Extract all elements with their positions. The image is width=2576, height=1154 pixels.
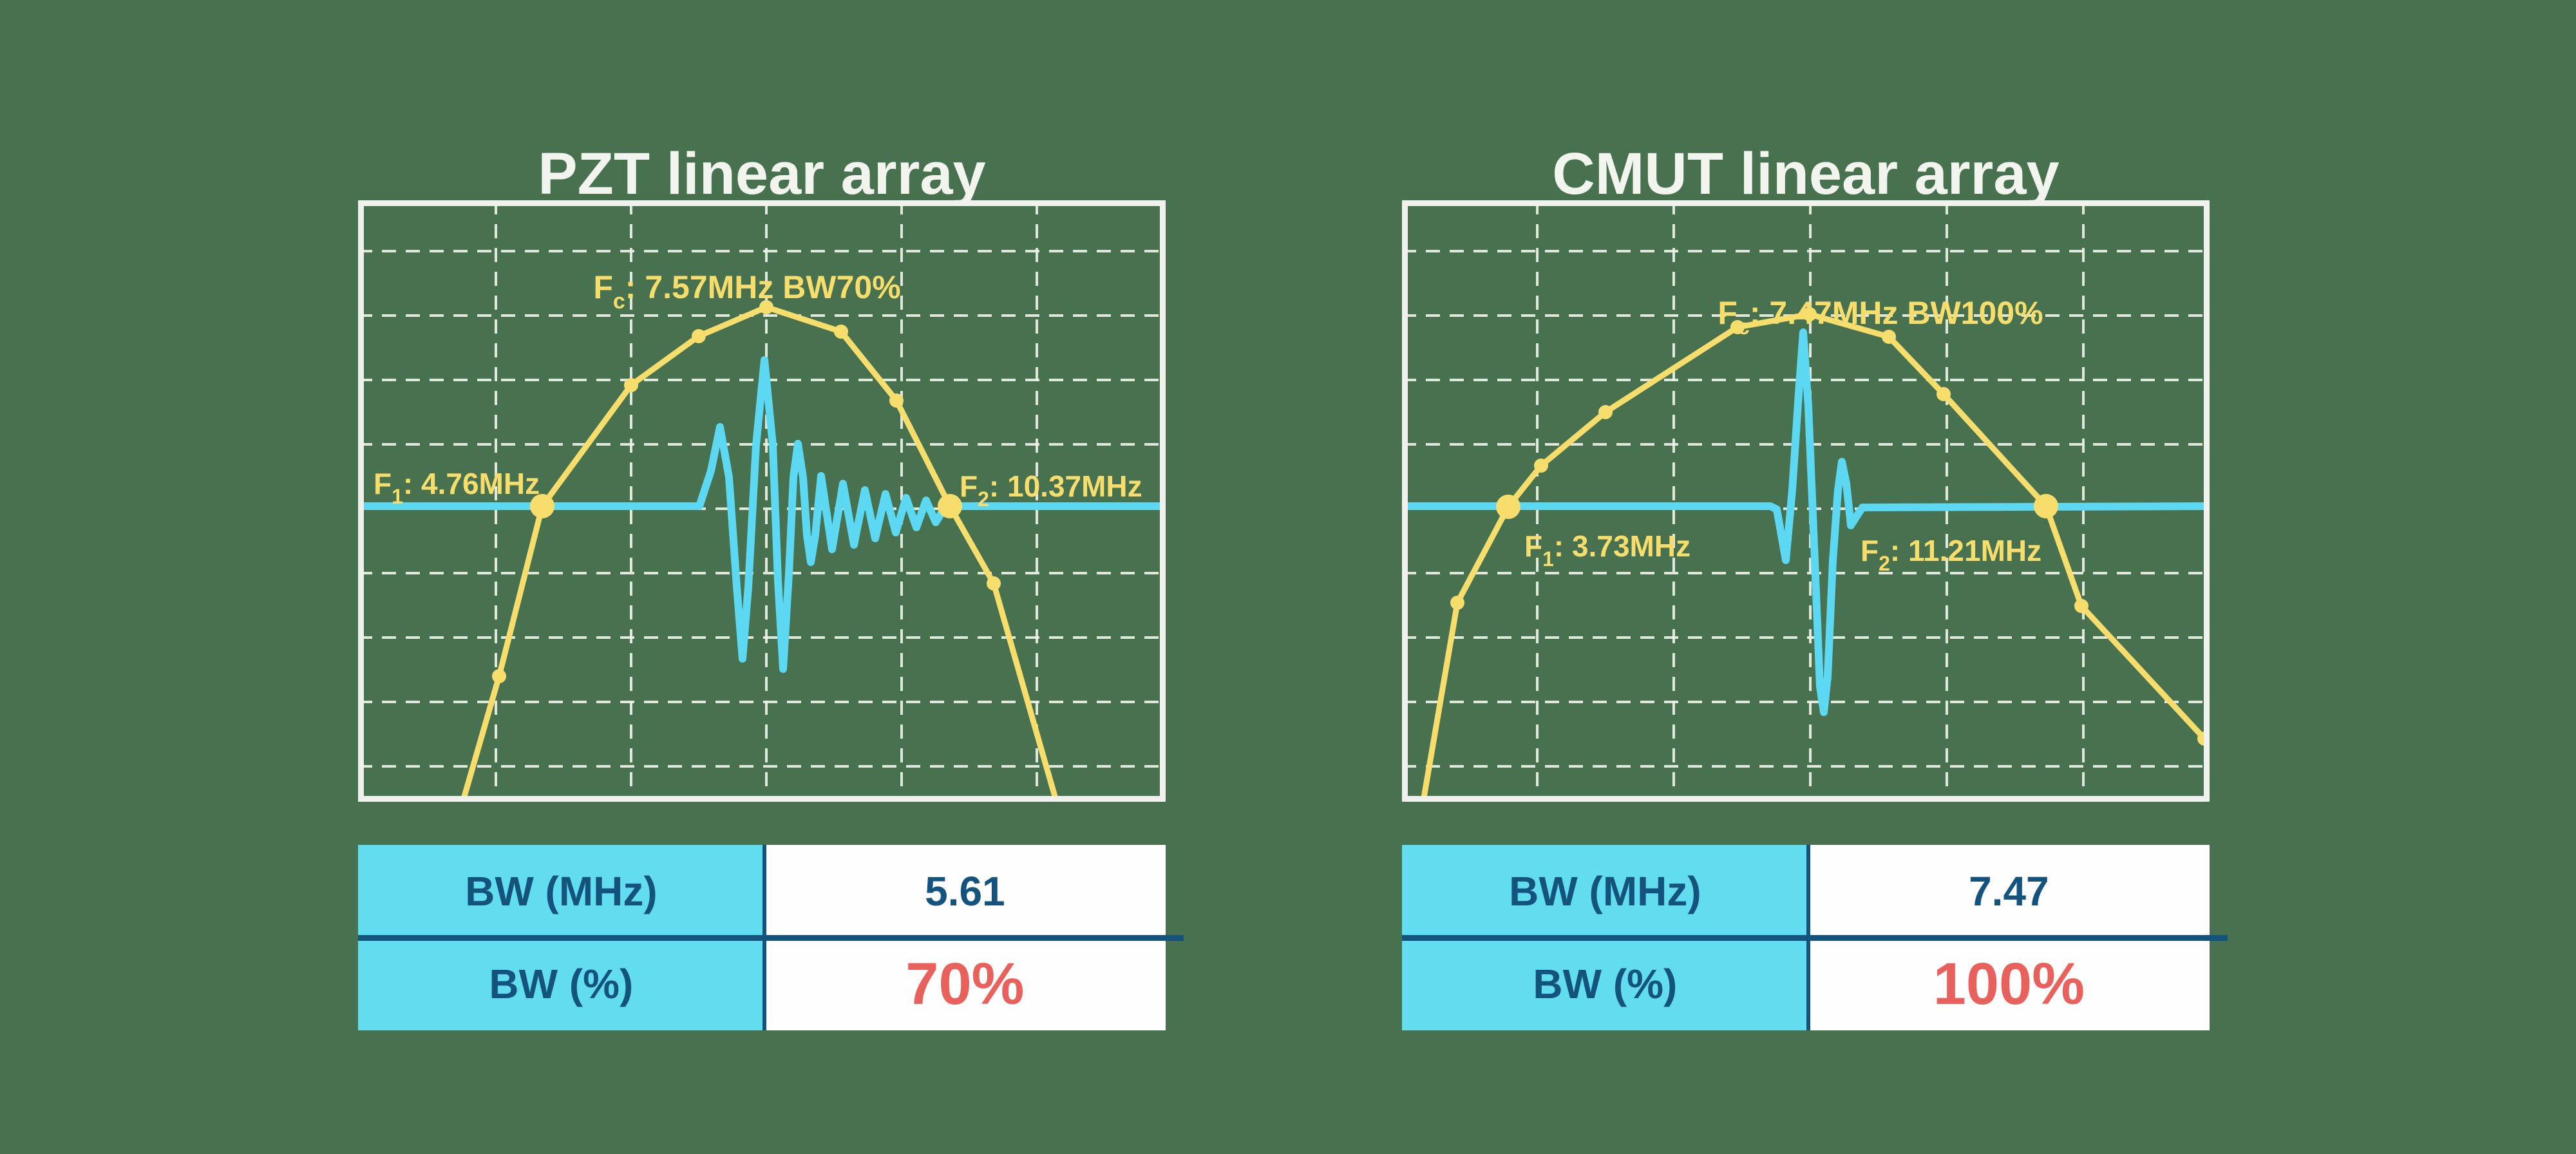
data-point-marker [1598, 405, 1613, 419]
data-point-marker [624, 378, 638, 392]
bw-mhz-value-cell: 7.47 [1808, 845, 2210, 938]
table-row-bw-mhz: BW (MHz) 5.61 [358, 845, 1166, 938]
bw-pct-label-cell: BW (%) [1402, 938, 1808, 1030]
grid [358, 200, 1166, 802]
data-point-marker [1803, 307, 1817, 321]
table-row-bw-mhz: BW (MHz) 7.47 [1402, 845, 2210, 938]
plot-border [1402, 200, 2210, 802]
frequency-spectrum-line [1420, 311, 2208, 802]
data-point-marker [2074, 599, 2088, 613]
data-point-marker [1730, 320, 1745, 334]
pzt-spectrum-chart: Fc: 7.57MHz BW70% F1: 4.76MHz F2: 10.37MHz [358, 200, 1166, 802]
data-point-marker-large [2034, 494, 2058, 518]
bw-mhz-label-cell: BW (MHz) [358, 845, 764, 938]
pulse-waveform-line [358, 356, 1166, 673]
bw-pct-label-cell: BW (%) [358, 938, 764, 1030]
data-point-marker [759, 300, 773, 314]
data-point-marker [1882, 330, 1896, 344]
panel-cmut: CMUT linear array Fc: 7.47MHz BW100% F1: … [1402, 0, 2228, 1154]
bw-pct-value-cell: 100% [1808, 938, 2210, 1030]
data-point-marker [492, 669, 506, 683]
plot-border [358, 200, 1166, 802]
table-row-bw-pct: BW (%) 70% [358, 938, 1166, 1030]
bw-mhz-label-cell: BW (MHz) [1402, 845, 1808, 938]
table-row-divider [358, 935, 1184, 941]
table-row-divider [1402, 935, 2228, 941]
table-row-bw-pct: BW (%) 100% [1402, 938, 2210, 1030]
grid [1402, 200, 2210, 802]
data-point-marker [1450, 596, 1464, 610]
cmut-spectrum-chart: Fc: 7.47MHz BW100% F1: 3.73MHz F2: 11.21MH… [1402, 200, 2210, 802]
panel-pzt: PZT linear array Fc: 7.57MHz BW70% F1: 4.… [358, 0, 1184, 1154]
fc-label: Fc: 7.57MHz BW70% [593, 269, 900, 314]
data-point-marker [834, 325, 848, 339]
data-point-marker-large [1496, 495, 1520, 519]
bw-pct-value-cell: 70% [764, 938, 1166, 1030]
data-point-marker [1534, 459, 1548, 473]
bw-table-cmut: BW (MHz) 7.47 BW (%) 100% [1402, 845, 2228, 1030]
bw-mhz-value-cell: 5.61 [764, 845, 1166, 938]
data-point-marker [889, 393, 904, 408]
fc-label: Fc: 7.47MHz BW100% [1718, 295, 2043, 339]
pulse-waveform-line [1402, 328, 2210, 716]
data-point-marker-large [530, 494, 554, 518]
bw-table-pzt: BW (MHz) 5.61 BW (%) 70% [358, 845, 1184, 1030]
data-point-marker [1937, 387, 1951, 401]
data-point-marker [692, 329, 706, 343]
data-point-marker [987, 576, 1001, 591]
f1-label: F1: 3.73MHz [1524, 529, 1690, 571]
panel-title-pzt: PZT linear array [538, 140, 986, 207]
f1-label: F1: 4.76MHz [374, 467, 540, 508]
data-point-marker-large [938, 494, 962, 518]
panel-title-cmut: CMUT linear array [1552, 140, 2060, 207]
f2-label: F2: 10.37MHz [960, 469, 1142, 511]
f2-label: F2: 11.21MHz [1861, 534, 2041, 575]
